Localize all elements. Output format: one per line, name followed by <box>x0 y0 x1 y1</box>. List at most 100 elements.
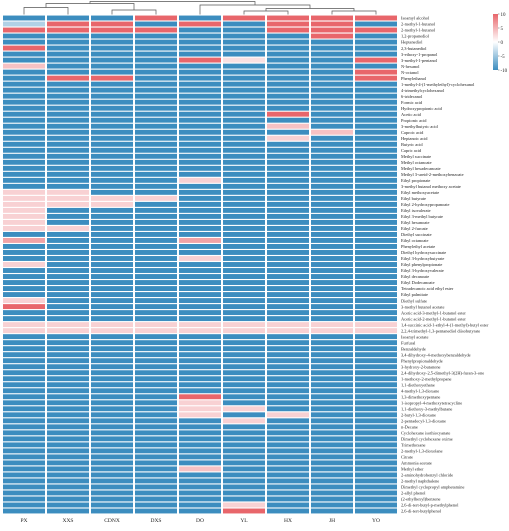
heatmap-cell <box>223 189 265 195</box>
heatmap-cell <box>311 123 353 129</box>
heatmap-cell <box>355 33 397 39</box>
heatmap-cell <box>223 75 265 81</box>
heatmap-cell <box>3 370 45 376</box>
heatmap-cell <box>355 310 397 316</box>
heatmap-cell <box>135 376 177 382</box>
heatmap-cell <box>223 153 265 159</box>
heatmap-cell <box>3 460 45 466</box>
heatmap-cell <box>355 430 397 436</box>
row-label: 1-methoxy-2-methylpropane <box>401 376 452 381</box>
heatmap-cell <box>91 201 133 207</box>
row-label: 2-butyl-1,3-dioxane <box>401 412 436 418</box>
heatmap-cell <box>135 39 177 45</box>
row-label: 1,1-diethoxy-3-methylbutane <box>401 406 452 412</box>
row-label: Dimethyl cyclopropyl amphetamine <box>401 485 464 490</box>
heatmap-cell <box>223 472 265 478</box>
heatmap-cell <box>179 340 221 346</box>
heatmap-cell <box>223 310 265 316</box>
heatmap-cell <box>311 135 353 141</box>
heatmap-cell <box>47 231 89 237</box>
heatmap-cell <box>223 207 265 213</box>
heatmap-cell <box>355 15 397 21</box>
heatmap-cell <box>91 280 133 285</box>
colorbar-tick-label: -5 <box>501 55 506 60</box>
heatmap-cell <box>135 231 177 237</box>
heatmap-cell <box>355 63 397 69</box>
heatmap-cell <box>135 21 177 27</box>
row-label: Methyl hexadecanoate <box>401 166 441 171</box>
heatmap-cell <box>355 298 397 304</box>
heatmap-cell <box>3 231 45 237</box>
heatmap-cell <box>355 250 397 255</box>
heatmap-cell <box>311 286 353 291</box>
heatmap-cell <box>91 310 133 316</box>
heatmap-cell <box>311 87 353 93</box>
heatmap-cell <box>135 280 177 285</box>
heatmap-cell <box>135 352 177 358</box>
heatmap-cell <box>311 189 353 195</box>
row-label: 3,4-dihydroxy-4-methoxybenzaldehyde <box>401 352 471 358</box>
heatmap-cell <box>91 268 133 273</box>
heatmap-cell <box>47 448 89 454</box>
row-label: Phenylethyl acetate <box>401 244 435 249</box>
heatmap-cell <box>91 39 133 45</box>
heatmap-cell <box>223 231 265 237</box>
heatmap-cell <box>355 478 397 484</box>
heatmap-cell <box>355 93 397 99</box>
heatmap-cell <box>223 81 265 87</box>
heatmap-cell <box>267 75 309 81</box>
heatmap-cell <box>355 87 397 93</box>
heatmap-cell <box>91 117 133 123</box>
row-label: 2-aminohydrobenzyl chloride <box>401 473 453 478</box>
colorbar-tick-label: -10 <box>501 69 508 74</box>
heatmap-cell <box>91 171 133 177</box>
heatmap-cell <box>47 304 89 310</box>
heatmap-cell <box>311 244 353 249</box>
heatmap-cell <box>311 448 353 454</box>
row-label: Ethyl 3-hydroxybutyrate <box>401 256 444 261</box>
heatmap-cell <box>355 460 397 466</box>
heatmap-cell <box>3 274 45 279</box>
heatmap-cell <box>135 502 177 508</box>
heatmap-cell <box>179 352 221 358</box>
heatmap-cell <box>223 225 265 231</box>
heatmap-cell <box>355 201 397 207</box>
heatmap-cell <box>3 165 45 171</box>
heatmap-cell <box>91 256 133 261</box>
column-label: XXS <box>62 518 73 524</box>
row-label: Diethyl sulfate <box>401 298 427 303</box>
heatmap-cell <box>47 15 89 21</box>
heatmap-cell <box>91 334 133 340</box>
heatmap-cell <box>179 111 221 117</box>
heatmap-cell <box>179 141 221 147</box>
heatmap-cell <box>223 490 265 496</box>
heatmap-cell <box>135 322 177 328</box>
heatmap-cell <box>311 147 353 153</box>
heatmap-cell <box>311 250 353 255</box>
column-label: YL <box>240 518 248 524</box>
heatmap-cell <box>311 352 353 358</box>
heatmap-cell <box>135 244 177 249</box>
heatmap-cell <box>47 93 89 99</box>
row-label: Hydroxypropionic acid <box>401 106 443 111</box>
heatmap-cell <box>267 15 309 21</box>
heatmap-cell <box>47 388 89 394</box>
heatmap-cell <box>355 123 397 129</box>
heatmap-cell <box>47 153 89 159</box>
heatmap-cell <box>223 430 265 436</box>
heatmap-cell <box>179 412 221 418</box>
heatmap-cell <box>135 436 177 442</box>
heatmap-cell <box>355 400 397 406</box>
heatmap-cells <box>3 15 397 514</box>
heatmap-cell <box>91 394 133 400</box>
heatmap-cell <box>135 370 177 376</box>
heatmap-cell <box>135 406 177 412</box>
heatmap-cell <box>3 111 45 117</box>
heatmap-cell <box>3 105 45 111</box>
heatmap-cell <box>47 310 89 316</box>
heatmap-cell <box>3 364 45 370</box>
heatmap-cell <box>311 460 353 466</box>
row-label: Caproic acid <box>401 130 424 135</box>
row-label: 1,3-dimethoxypentane <box>401 394 440 400</box>
heatmap-cell <box>355 274 397 279</box>
